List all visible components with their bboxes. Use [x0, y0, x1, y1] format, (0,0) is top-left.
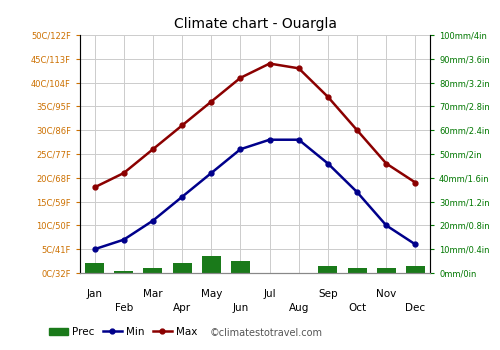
Legend: Prec, Min, Max: Prec, Min, Max: [45, 323, 201, 341]
Bar: [114, 271, 133, 273]
Bar: [172, 264, 192, 273]
Text: Feb: Feb: [114, 303, 133, 313]
Text: May: May: [200, 289, 222, 299]
Text: Aug: Aug: [288, 303, 309, 313]
Bar: [318, 266, 338, 273]
Text: Apr: Apr: [173, 303, 191, 313]
Bar: [406, 266, 425, 273]
Bar: [85, 264, 104, 273]
Title: Climate chart - Ouargla: Climate chart - Ouargla: [174, 17, 336, 31]
Text: Oct: Oct: [348, 303, 366, 313]
Bar: [202, 256, 220, 273]
Bar: [377, 268, 396, 273]
Bar: [144, 268, 163, 273]
Text: Jul: Jul: [264, 289, 276, 299]
Text: Jan: Jan: [86, 289, 102, 299]
Bar: [231, 261, 250, 273]
Text: Sep: Sep: [318, 289, 338, 299]
Bar: [348, 268, 366, 273]
Text: Mar: Mar: [143, 289, 163, 299]
Text: Dec: Dec: [406, 303, 425, 313]
Text: ©climatestotravel.com: ©climatestotravel.com: [210, 328, 323, 338]
Text: Jun: Jun: [232, 303, 248, 313]
Text: Nov: Nov: [376, 289, 396, 299]
